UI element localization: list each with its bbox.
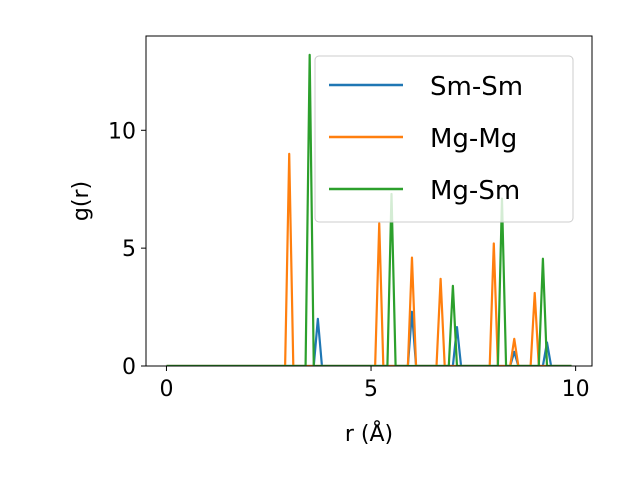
x-axis-label: r (Å) xyxy=(345,420,393,447)
series-line-mg-mg xyxy=(166,152,572,366)
series-line-mg-sm xyxy=(166,53,572,366)
y-tick-label: 0 xyxy=(122,355,136,380)
x-tick-label: 0 xyxy=(159,377,173,402)
legend-label-sm-sm: Sm-Sm xyxy=(430,72,523,102)
legend-label-mg-mg: Mg-Mg xyxy=(430,124,517,154)
x-tick-label: 10 xyxy=(562,377,590,402)
plot-frame xyxy=(145,35,593,367)
x-tick-label: 5 xyxy=(364,377,378,402)
y-axis-label: g(r) xyxy=(69,181,94,221)
legend-box xyxy=(314,55,574,223)
legend: Sm-Sm Mg-Mg Mg-Sm xyxy=(314,55,574,223)
y-tick-label: 10 xyxy=(108,119,136,144)
y-tick-label: 5 xyxy=(122,237,136,262)
ticks-layer: 0 5 10 0 5 10 xyxy=(108,119,590,402)
series-line-sm-sm xyxy=(166,310,572,366)
series-layer xyxy=(166,53,572,366)
legend-label-mg-sm: Mg-Sm xyxy=(430,176,520,206)
